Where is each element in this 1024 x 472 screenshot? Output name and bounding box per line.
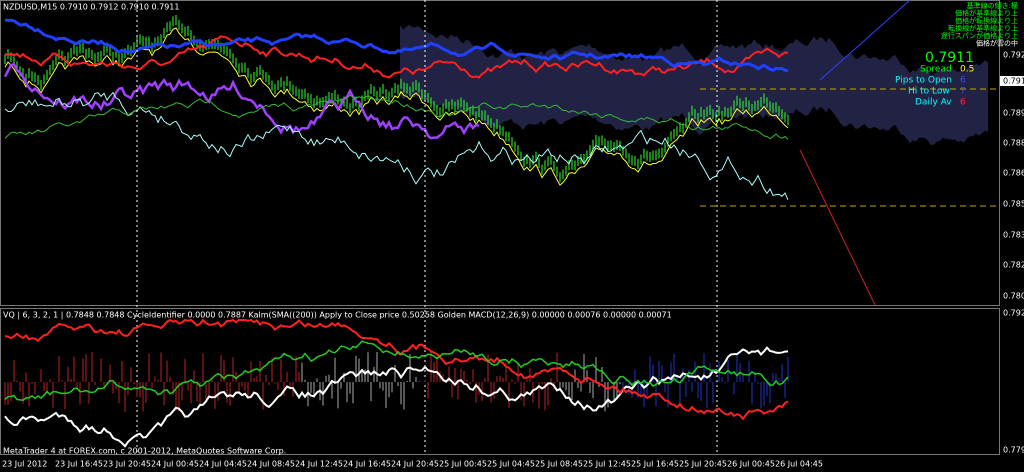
time-tick-label: 25 Jul 12:45 [583, 460, 631, 469]
band-line [4, 94, 789, 140]
trend-line [799, 149, 876, 306]
vq-line [4, 346, 789, 448]
indicator-axis-top: 0.7921 [1003, 309, 1024, 318]
indicator-header: VQ | 6, 3, 2, 1 | 0.7848 0.7848 CycleIde… [3, 311, 672, 320]
info-line: 遅行スパンが価格より上 [941, 31, 1018, 40]
time-tick-label: 25 Jul 04:45 [487, 460, 535, 469]
info-line: 価格が基準線より上 [955, 9, 1018, 18]
time-tick-label: 24 Jul 16:45 [343, 460, 391, 469]
info-price: 0.7911 [925, 50, 974, 66]
time-tick-label: 24 Jul 12:45 [295, 460, 343, 469]
trend-line [819, 0, 911, 81]
signal-line [4, 340, 789, 401]
indicator-axis-bottom: 0.779 [1003, 446, 1024, 455]
time-tick-label: 24 Jul 20:45 [391, 460, 439, 469]
info-label: Daily Av [915, 98, 952, 108]
current-price-box [1000, 76, 1024, 86]
price-tick-label: 0.7925 [1003, 51, 1024, 60]
time-tick-label: 26 Jul 00:45 [727, 460, 775, 469]
info-label: Pips to Open [895, 76, 952, 86]
time-tick-label: 24 Jul 08:45 [247, 460, 295, 469]
kijun-line [4, 18, 789, 73]
price-tick-label: 0.7805 [1003, 292, 1024, 301]
info-value: 0.5 [960, 65, 974, 75]
info-value: 6 [960, 76, 966, 86]
time-tick-label: 23 Jul 16:45 [55, 460, 103, 469]
time-tick-label: 25 Jul 08:45 [535, 460, 583, 469]
symbol-header: NZDUSD,M15 0.7910 0.7912 0.7910 0.7911 [3, 3, 179, 12]
footer: MetaTrader 4 at FOREX.com, c 2001-2012, … [3, 447, 286, 456]
info-line: 価格が転換線より上 [955, 16, 1018, 25]
price-tick-label: 0.7895 [1003, 109, 1024, 118]
info-line: 基準線の傾き:横 [967, 1, 1018, 10]
time-tick-label: 25 Jul 00:45 [439, 460, 487, 469]
time-tick-label: 25 Jul 20:45 [679, 460, 727, 469]
time-tick-label: 24 Jul 00:45 [151, 460, 199, 469]
price-tick-label: 0.7865 [1003, 169, 1024, 178]
price-tick-label: 0.7835 [1003, 231, 1024, 240]
time-tick-label: 25 Jul 16:45 [631, 460, 679, 469]
info-panel: 0.7911 Spread 0.5 Pips to Open 6 Hi to L… [895, 50, 974, 108]
time-tick-label: 23 Jul 20:45 [103, 460, 151, 469]
cloud [400, 24, 988, 146]
info-line: 価格が雲の中 [976, 39, 1018, 48]
chikou-line [3, 62, 480, 140]
info-label: Hi to Low [908, 87, 950, 97]
time-tick-label: 23 Jul 2012 [2, 460, 47, 469]
time-tick-label: 24 Jul 04:45 [199, 460, 247, 469]
main-panel [0, 0, 1000, 306]
info-line: 転換線が基準線より上 [948, 24, 1018, 33]
price-tick-label: 0.7911 [1003, 77, 1024, 86]
tenkan-line [4, 35, 789, 79]
info-value: 7 [960, 87, 966, 97]
indicator-panel [0, 308, 1000, 455]
decor [3, 0, 1000, 455]
signal-line [4, 318, 789, 421]
ma-line [4, 27, 789, 186]
info-value: 6 [960, 98, 966, 108]
time-tick-label: 26 Jul 04:45 [775, 460, 823, 469]
info-label: Spread [920, 65, 952, 75]
